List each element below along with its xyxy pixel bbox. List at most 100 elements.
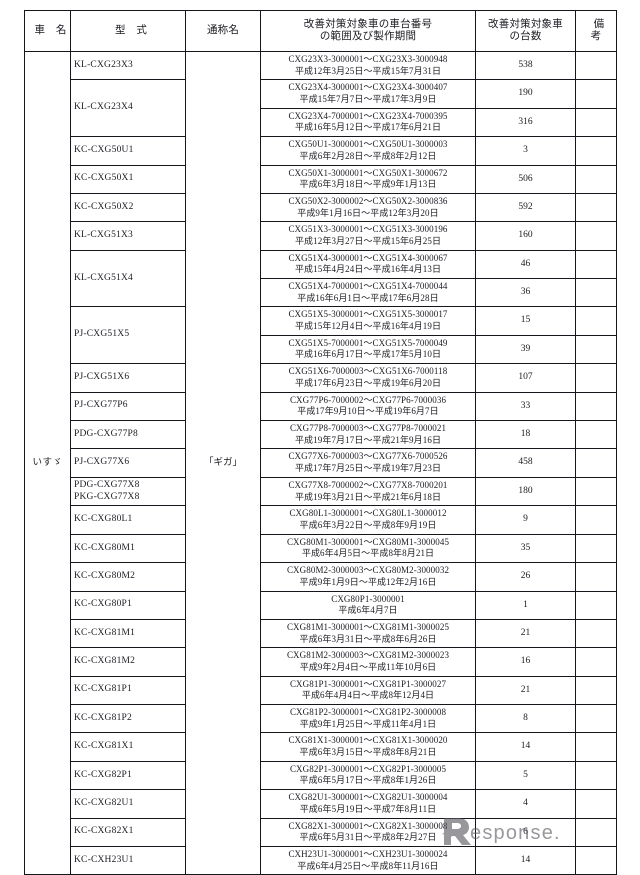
table-row: KC-CXG80M1 CXG80M1-3000001〜CXG80M1-300004… xyxy=(25,533,617,564)
cell-model-code: KL-CXG23X3 xyxy=(70,50,186,81)
chassis-header-line2: の範囲及び製作期間 xyxy=(319,31,417,42)
production-period: 平成6年5月31日〜平成8年2月27日 xyxy=(299,832,437,843)
model-code-line: KL-CXG23X3 xyxy=(74,59,133,70)
model-code-line: PKG-CXG77X8 xyxy=(74,491,140,502)
model-code-line: PDG-CXG77P8 xyxy=(74,428,138,439)
cell-model-code: KC-CXG50X1 xyxy=(70,164,186,194)
production-period: 平成9年1月9日〜平成12年2月16日 xyxy=(299,576,437,587)
cell-model-code: PDG-CXG77X8 PKG-CXG77X8 xyxy=(70,476,186,507)
cell-chassis-range: CXG81X1-3000001〜CXG81X1-3000020 平成6年3月15日… xyxy=(260,732,476,762)
production-period: 平成19年3月21日〜平成21年6月18日 xyxy=(294,491,442,502)
chassis-number-range: CXG50U1-3000001〜CXG50U1-3000003 xyxy=(288,139,448,150)
cell-remarks xyxy=(575,249,617,280)
cell-remarks xyxy=(575,647,617,677)
chassis-number-range: CXG81P2-3000001〜CXG81P2-3000008 xyxy=(289,707,447,717)
cell-vehicle-count: 6 xyxy=(475,817,576,847)
production-period: 平成12年3月27日〜平成15年6月25日 xyxy=(294,235,442,246)
cell-remarks xyxy=(575,590,617,620)
cell-model-code: KC-CXG80L1 xyxy=(70,505,186,535)
cell-remarks xyxy=(575,476,617,507)
cell-chassis-range: CXG50X1-3000001〜CXG50X1-3000672 平成6年3月18日… xyxy=(260,164,476,194)
cell-remarks xyxy=(575,391,617,421)
count-header-line2: の台数 xyxy=(509,31,542,42)
model-code-line: KC-CXG82X1 xyxy=(74,826,134,837)
cell-vehicle-count: 506 xyxy=(475,164,576,194)
model-code-line: KC-CXG82U1 xyxy=(74,797,134,808)
cell-remarks xyxy=(575,192,617,223)
table-row: いすゞ KL-CXG23X3 「ギガ」 CXG23X3-3000001〜CXG23X3… xyxy=(24,50,617,875)
cell-chassis-range: CXG81M1-3000001〜CXG81M1-3000025 平成6年3月31日… xyxy=(260,618,476,649)
cell-vehicle-count: 107 xyxy=(475,363,576,393)
production-period: 平成16年5月12日〜平成17年6月21日 xyxy=(294,122,442,133)
cell-remarks xyxy=(575,817,617,847)
table-row: KC-CXG81X1 CXG81X1-3000001〜CXG81X1-300002… xyxy=(25,732,617,762)
chassis-number-range: CXG50X2-3000002〜CXG50X2-3000836 xyxy=(288,195,448,206)
table-row: KC-CXG81P1 CXG81P1-3000001〜CXG81P1-300002… xyxy=(25,675,617,706)
chassis-header-line1: 改善対策対象車の車台番号 xyxy=(303,18,433,30)
model-code-line: KC-CXG80M1 xyxy=(74,542,136,553)
cell-vehicle-count: 160 xyxy=(475,221,576,251)
cell-vehicle-count: 1 xyxy=(475,590,576,620)
table-row: KL-CXG51X3 CXG51X3-3000001〜CXG51X3-300019… xyxy=(25,221,617,251)
model-code-line: KC-CXG81P2 xyxy=(74,712,132,723)
cell-vehicle-count: 36 xyxy=(475,277,576,308)
chassis-number-range: CXG51X4-3000001〜CXG51X4-3000067 xyxy=(288,252,448,263)
chassis-number-range: CXG82X1-3000001〜CXG82X1-3000008 xyxy=(288,820,448,831)
cell-chassis-range: CXH23U1-3000001〜CXH23U1-3000024 平成6年4月25日… xyxy=(260,845,476,875)
column-header-alias-name: 通称名 xyxy=(185,10,261,52)
cell-model-code: KL-CXG51X4 xyxy=(70,249,186,308)
production-period: 平成6年4月5日〜平成8年8月21日 xyxy=(301,548,435,559)
cell-vehicle-count: 39 xyxy=(475,334,576,365)
cell-chassis-range: CXG81P2-3000001〜CXG81P2-3000008 平成9年1月25日… xyxy=(260,703,476,734)
model-code-line: KC-CXG50X1 xyxy=(74,173,134,184)
production-period: 平成6年4月25日〜平成8年11月16日 xyxy=(297,860,439,871)
cell-model-code: PJ-CXG51X5 xyxy=(70,306,186,365)
chassis-number-range: CXG77X6-7000003〜CXG77X6-7000526 xyxy=(288,451,448,462)
chassis-number-range: CXG81M2-3000003〜CXG81M2-3000023 xyxy=(286,650,450,661)
cell-vehicle-count: 15 xyxy=(475,306,576,336)
cell-chassis-range: CXG82U1-3000001〜CXG82U1-3000004 平成6年5月19日… xyxy=(260,789,476,819)
cell-model-code: KC-CXG81X1 xyxy=(70,732,186,762)
production-period: 平成15年4月24日〜平成16年4月13日 xyxy=(294,264,442,275)
model-code-line: PJ-CXG51X6 xyxy=(74,371,130,382)
table-row: PJ-CXG77P6 CXG77P6-7000002〜CXG77P6-700003… xyxy=(25,391,617,421)
cell-chassis-range: CXG80M1-3000001〜CXG80M1-3000045 平成6年4月5日〜… xyxy=(260,533,476,564)
cell-model-code: KC-CXG50X2 xyxy=(70,192,186,223)
cell-vehicle-count: 458 xyxy=(475,448,576,478)
production-period: 平成15年12月4日〜平成16年4月19日 xyxy=(294,321,442,332)
cell-vehicle-count: 14 xyxy=(475,845,576,875)
cell-chassis-range: CXG51X4-3000001〜CXG51X4-3000067 平成15年4月24… xyxy=(260,249,476,280)
chassis-number-range: CXG80P1-3000001 xyxy=(331,593,405,604)
cell-chassis-range: CXG82X1-3000001〜CXG82X1-3000008 平成6年5月31日… xyxy=(260,817,476,847)
model-code-line: KC-CXG81M1 xyxy=(74,627,136,638)
chassis-number-range: CXG51X5-7000001〜CXG51X5-7000049 xyxy=(288,337,448,348)
cell-model-code: KC-CXG80M1 xyxy=(70,533,186,564)
cell-vehicle-count: 18 xyxy=(475,419,576,450)
cell-model-code: KC-CXG80M2 xyxy=(70,562,186,592)
cell-chassis-range: CXG23X3-3000001〜CXG23X3-3000948 平成12年3月25… xyxy=(260,50,476,81)
cell-remarks xyxy=(575,79,617,109)
production-period: 平成19年7月17日〜平成21年9月16日 xyxy=(294,434,442,445)
cell-chassis-range: CXG81M2-3000003〜CXG81M2-3000023 平成9年2月4日〜… xyxy=(260,647,476,677)
model-code-line: KC-CXG80P1 xyxy=(74,599,132,610)
chassis-number-range: CXG51X4-7000001〜CXG51X4-7000044 xyxy=(288,281,448,291)
model-code-line: KC-CXG80M2 xyxy=(74,570,136,581)
cell-model-code: KC-CXG81P2 xyxy=(70,703,186,734)
model-code-line: KL-CXG51X3 xyxy=(74,230,133,240)
table-body: いすゞ KL-CXG23X3 「ギガ」 CXG23X3-3000001〜CXG23X3… xyxy=(24,50,617,875)
model-code-line: KL-CXG51X4 xyxy=(74,272,133,283)
cell-chassis-range: CXG50U1-3000001〜CXG50U1-3000003 平成6年2月28日… xyxy=(260,136,476,166)
cell-model-code: PDG-CXG77P8 xyxy=(70,419,186,450)
production-period: 平成15年7月7日〜平成17年3月9日 xyxy=(299,94,437,105)
cell-model-code: KC-CXG50U1 xyxy=(70,136,186,166)
cell-remarks xyxy=(575,505,617,535)
count-header-line1: 改善対策対象車 xyxy=(488,18,563,30)
cell-vehicle-count: 21 xyxy=(475,618,576,649)
production-period: 平成16年6月1日〜平成17年6月28日 xyxy=(297,292,439,303)
table-row: KC-CXG81M1 CXG81M1-3000001〜CXG81M1-300002… xyxy=(25,618,617,649)
model-code-line: PJ-CXG51X5 xyxy=(74,329,130,340)
cell-model-code: KC-CXG82X1 xyxy=(70,817,186,847)
column-header-vehicle-name: 車 名 xyxy=(24,10,71,52)
table-row: KL-CXG23X4 CXG23X4-3000001〜CXG23X4-300040… xyxy=(25,79,617,138)
cell-remarks xyxy=(575,107,617,138)
